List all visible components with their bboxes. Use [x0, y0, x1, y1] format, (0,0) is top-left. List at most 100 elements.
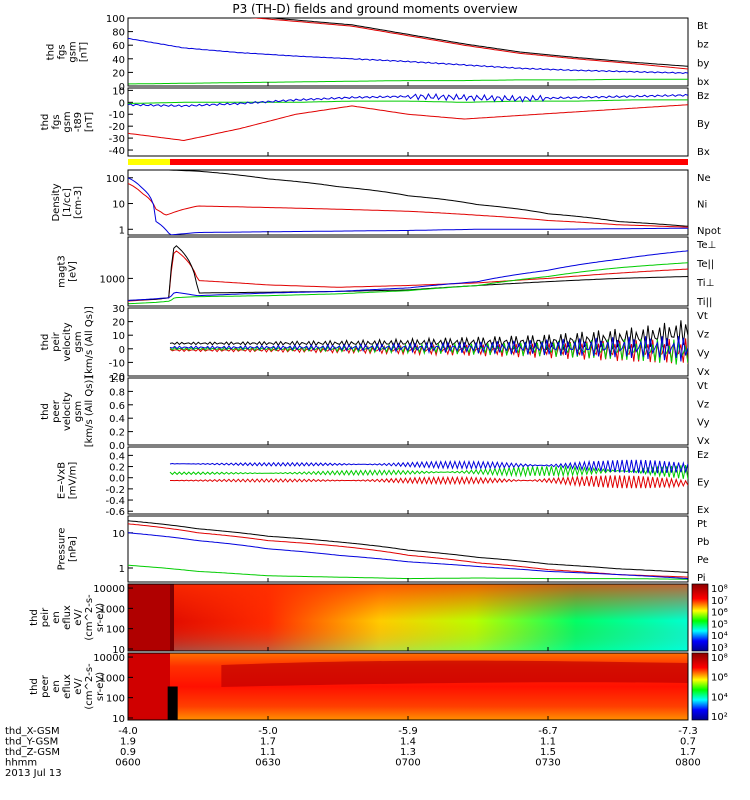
y-tick-label: 100 [106, 174, 125, 185]
y-tick-label: 20 [112, 68, 125, 79]
legend-entry: Ey [697, 478, 709, 489]
y-axis-label-line: peer [51, 399, 62, 423]
y-tick-label: -0.6 [105, 507, 125, 518]
spectrogram-early-block [128, 584, 170, 651]
y-axis-label-line: eflux [62, 605, 73, 630]
y-tick-label: 1.0 [109, 374, 125, 385]
legend-entry: Ne [697, 173, 711, 184]
y-axis-label-line: [eV] [68, 261, 79, 282]
y-tick-label: 1 [119, 225, 125, 236]
x-axis-row-value: 1.1 [540, 737, 556, 748]
y-tick-label: 0.2 [109, 463, 125, 474]
y-axis-label-line: peer [40, 674, 51, 698]
legend-entry: Npot [697, 226, 721, 237]
y-tick-label: 0.0 [109, 441, 125, 452]
y-tick-label: 10 [112, 714, 125, 725]
mode-bar-segment-1 [170, 159, 688, 165]
y-axis-label-line: [cm-3] [73, 186, 84, 219]
legend-entry: Pi [697, 573, 706, 584]
series-Ey [169, 464, 688, 480]
legend-entry: Vy [697, 418, 710, 429]
legend-entry: Te⊥ [696, 240, 716, 251]
y-tick-label: -10 [109, 358, 125, 369]
spectrogram-gap [167, 686, 178, 720]
x-axis-row-value: 0800 [675, 758, 700, 769]
legend-entry: Vx [697, 367, 710, 378]
y-tick-label: 0.4 [109, 451, 125, 462]
y-axis-label-line: thd [40, 334, 51, 351]
y-axis-label-line: [1/cc] [62, 188, 73, 217]
x-axis-row-value: 0700 [395, 758, 420, 769]
y-axis-label-line: en [51, 611, 62, 624]
legend-entry: Te|| [696, 259, 714, 270]
spectrogram-shading [128, 584, 688, 651]
series-Ni [128, 170, 688, 227]
y-tick-label: 10 [112, 200, 125, 211]
y-axis-label-line: fgs [57, 44, 68, 59]
y-tick-label: 0 [119, 345, 125, 356]
colorbar-tick-label: 10² [711, 712, 728, 723]
y-axis-label-line: gsm [62, 111, 73, 132]
series-Te⊥ [128, 250, 688, 302]
y-tick-label: 10000 [93, 653, 125, 664]
legend-entry: Bx [697, 147, 710, 158]
y-tick-label: -40 [109, 146, 125, 157]
x-axis-row-value: -7.3 [678, 726, 698, 737]
x-axis-row-value: 0.7 [680, 737, 696, 748]
y-tick-label: 0.0 [109, 474, 125, 485]
x-axis-row-value: 0.9 [120, 747, 136, 758]
legend-entry: Ex [697, 505, 709, 516]
legend-entry: bx [697, 77, 709, 88]
y-tick-label: 40 [112, 55, 125, 66]
legend-entry: Vt [697, 381, 708, 392]
panel-pressure: 10 1 Pressure [nPa] Pt Pb Pe Pi [57, 515, 709, 584]
y-axis-label-line: peir [40, 607, 51, 627]
y-tick-label: 100 [106, 625, 125, 636]
mode-bar-segment-0 [128, 159, 170, 165]
y-axis-label-line: thd [40, 114, 51, 131]
y-axis-label-line: en [51, 680, 62, 693]
panel-peer_en_eflux: 10⁸ 10⁶ 10⁴ 10² 10000 1000 100 10 thd peer en eflux… [29, 652, 728, 725]
series-Ne [128, 183, 688, 228]
y-tick-label: 10000 [93, 584, 125, 595]
x-axis-row-value: 1.9 [120, 737, 136, 748]
legend-entry: Vz [697, 330, 709, 341]
spectrogram-peak-band [221, 660, 689, 687]
series-Bx [128, 92, 688, 108]
y-tick-label: 1000 [100, 673, 125, 684]
x-axis-row-value: 0600 [115, 758, 140, 769]
legend-entry: Bz [697, 91, 709, 102]
y-axis-label-line: [km/s (All Qs)] [84, 306, 95, 378]
panel-peir_velocity: 30 20 10 0 -10 -20 thd peir velocity gsm [km/s (Al… [40, 304, 710, 383]
x-axis-row-label: thd_X-GSM [5, 726, 60, 737]
y-tick-label: 0 [119, 98, 125, 109]
series-Ez [170, 474, 688, 489]
y-tick-label: 1000 [100, 604, 125, 615]
x-axis-row-value: -5.0 [258, 726, 278, 737]
y-tick-label: 10 [112, 529, 125, 540]
panel-temperature: 1000 magt3 [eV] Te⊥ Te|| Ti⊥ Ti|| [57, 236, 716, 308]
y-axis-label-line: gsm [68, 41, 79, 62]
y-axis-label-line: Density [51, 183, 62, 221]
series-Te|| [128, 245, 688, 301]
colorbar-tick-label: 10⁸ [711, 653, 728, 664]
y-axis-label-line: sr-eV) [95, 603, 106, 632]
y-axis-label-line: magt3 [57, 255, 68, 288]
series-Ex [169, 459, 688, 474]
legend-entry: By [697, 119, 710, 130]
series-Vt [169, 320, 688, 350]
y-axis-label-line: gsm [73, 331, 84, 352]
panel-fgs_gsm: 100 80 60 40 20 0 thd fgs gsm [nT] Bt bz by bx [46, 14, 710, 93]
colorbar-scale [691, 652, 709, 721]
y-tick-label: 0.2 [109, 428, 125, 439]
y-axis-label-line: E=-VxB [57, 462, 68, 499]
y-tick-label: 0.4 [109, 414, 125, 425]
y-axis-label-line: velocity [62, 392, 73, 431]
legend-entry: Bt [697, 21, 708, 32]
legend-entry: Vx [697, 436, 710, 447]
y-axis-label-line: thd [29, 678, 40, 695]
y-tick-label: -20 [109, 372, 125, 383]
panel-fgs_tdp: 100-10-20-30-40 thd fgs gsm -t89 [nT] Bz By Bx [40, 86, 710, 158]
y-axis-label-line: [nPa] [68, 536, 79, 562]
